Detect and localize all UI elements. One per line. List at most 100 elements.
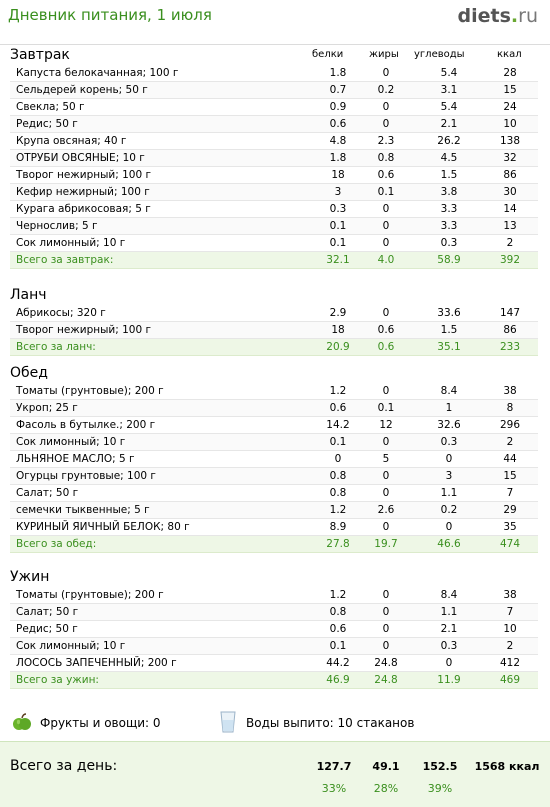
- food-fat: 24.8: [374, 657, 398, 669]
- section-total-row: Всего за ужин: 46.9 24.8 11.9 469: [10, 672, 538, 689]
- site-logo[interactable]: diets.ru: [458, 5, 538, 27]
- food-fat: 0: [382, 436, 390, 448]
- day-total-fat: 49.1: [372, 760, 400, 773]
- food-name: Капуста белокачанная; 100 г: [16, 67, 179, 79]
- food-kcal: 296: [499, 419, 521, 431]
- food-name: Крупа овсяная; 40 г: [16, 135, 127, 147]
- food-row[interactable]: Сок лимонный; 10 г 0.1 0 0.3 2: [10, 638, 538, 655]
- food-name: Редис; 50 г: [16, 118, 78, 130]
- food-row[interactable]: Томаты (грунтовые); 200 г 1.2 0 8.4 38: [10, 587, 538, 604]
- food-row[interactable]: Сок лимонный; 10 г 0.1 0 0.3 2: [10, 434, 538, 451]
- food-row[interactable]: Салат; 50 г 0.8 0 1.1 7: [10, 485, 538, 502]
- food-protein: 0.8: [329, 606, 347, 618]
- food-row[interactable]: Сок лимонный; 10 г 0.1 0 0.3 2: [10, 235, 538, 252]
- column-header-fat: жиры: [369, 49, 399, 60]
- total-protein: 20.9: [326, 341, 350, 353]
- food-name: Кефир нежирный; 100 г: [16, 186, 150, 198]
- total-carbs: 58.9: [437, 254, 461, 266]
- section-title: Обед: [10, 365, 48, 381]
- food-fat: 0: [382, 589, 390, 601]
- food-name: Сельдерей корень; 50 г: [16, 84, 148, 96]
- food-row[interactable]: Томаты (грунтовые); 200 г 1.2 0 8.4 38: [10, 383, 538, 400]
- food-protein: 0.1: [329, 237, 347, 249]
- food-protein: 2.9: [329, 307, 347, 319]
- food-fat: 0: [382, 118, 390, 130]
- page-title: Дневник питания, 1 июля: [8, 6, 212, 24]
- total-protein: 32.1: [326, 254, 350, 266]
- food-row[interactable]: ОТРУБИ ОВСЯНЫЕ; 10 г 1.8 0.8 4.5 32: [10, 150, 538, 167]
- food-row[interactable]: Творог нежирный; 100 г 18 0.6 1.5 86: [10, 322, 538, 339]
- extras-bar: Фрукты и овощи: 0 Воды выпито: 10 стакан…: [0, 707, 550, 741]
- total-protein: 27.8: [326, 538, 350, 550]
- total-name: Всего за ужин:: [16, 674, 99, 686]
- total-kcal: 469: [499, 674, 521, 686]
- section-total-row: Всего за завтрак: 32.1 4.0 58.9 392: [10, 252, 538, 269]
- day-total-fat-percent: 28%: [373, 782, 399, 795]
- food-row[interactable]: ЛЬНЯНОЕ МАСЛО; 5 г 0 5 0 44: [10, 451, 538, 468]
- food-row[interactable]: Творог нежирный; 100 г 18 0.6 1.5 86: [10, 167, 538, 184]
- food-name: Сок лимонный; 10 г: [16, 237, 126, 249]
- food-protein: 1.8: [329, 67, 347, 79]
- total-name: Всего за завтрак:: [16, 254, 114, 266]
- food-protein: 18: [331, 324, 345, 336]
- food-kcal: 8: [506, 402, 514, 414]
- food-row[interactable]: Свекла; 50 г 0.9 0 5.4 24: [10, 99, 538, 116]
- food-name: Сок лимонный; 10 г: [16, 640, 126, 652]
- food-row[interactable]: Курага абрикосовая; 5 г 0.3 0 3.3 14: [10, 201, 538, 218]
- food-row[interactable]: Чернослив; 5 г 0.1 0 3.3 13: [10, 218, 538, 235]
- food-row[interactable]: Капуста белокачанная; 100 г 1.8 0 5.4 28: [10, 65, 538, 82]
- food-kcal: 14: [503, 203, 517, 215]
- column-header-carbs: углеводы: [414, 49, 465, 60]
- section-total-row: Всего за ланч: 20.9 0.6 35.1 233: [10, 339, 538, 356]
- food-row[interactable]: Сельдерей корень; 50 г 0.7 0.2 3.1 15: [10, 82, 538, 99]
- food-fat: 0: [382, 385, 390, 397]
- food-fat: 0: [382, 220, 390, 232]
- food-row[interactable]: семечки тыквенные; 5 г 1.2 2.6 0.2 29: [10, 502, 538, 519]
- food-fat: 2.3: [377, 135, 395, 147]
- food-protein: 14.2: [326, 419, 350, 431]
- food-protein: 0.7: [329, 84, 347, 96]
- food-fat: 0.6: [377, 324, 395, 336]
- food-row[interactable]: Кефир нежирный; 100 г 3 0.1 3.8 30: [10, 184, 538, 201]
- food-name: Творог нежирный; 100 г: [16, 169, 151, 181]
- food-carbs: 2.1: [440, 623, 458, 635]
- food-carbs: 3.8: [440, 186, 458, 198]
- food-name: Фасоль в бутылке.; 200 г: [16, 419, 156, 431]
- food-row[interactable]: Абрикосы; 320 г 2.9 0 33.6 147: [10, 305, 538, 322]
- food-carbs: 8.4: [440, 385, 458, 397]
- food-protein: 0: [334, 453, 342, 465]
- food-protein: 1.2: [329, 504, 347, 516]
- food-row[interactable]: Огурцы грунтовые; 100 г 0.8 0 3 15: [10, 468, 538, 485]
- food-row[interactable]: Крупа овсяная; 40 г 4.8 2.3 26.2 138: [10, 133, 538, 150]
- total-kcal: 392: [499, 254, 521, 266]
- food-row[interactable]: Укроп; 25 г 0.6 0.1 1 8: [10, 400, 538, 417]
- column-header-kcal: ккал: [497, 49, 522, 60]
- food-fat: 0: [382, 640, 390, 652]
- food-name: Салат; 50 г: [16, 606, 79, 618]
- day-total-protein: 127.7: [316, 760, 352, 773]
- food-row[interactable]: КУРИНЫЙ ЯИЧНЫЙ БЕЛОК; 80 г 8.9 0 0 35: [10, 519, 538, 536]
- total-carbs: 11.9: [437, 674, 461, 686]
- logo-dot: .: [510, 5, 519, 27]
- food-kcal: 38: [503, 589, 517, 601]
- food-carbs: 3.3: [440, 203, 458, 215]
- food-row[interactable]: Редис; 50 г 0.6 0 2.1 10: [10, 621, 538, 638]
- food-fat: 0: [382, 101, 390, 113]
- food-carbs: 0.2: [440, 504, 458, 516]
- food-fat: 0: [382, 203, 390, 215]
- food-row[interactable]: Салат; 50 г 0.8 0 1.1 7: [10, 604, 538, 621]
- food-fat: 0: [382, 623, 390, 635]
- food-carbs: 0.3: [440, 436, 458, 448]
- column-header-protein: белки: [312, 49, 344, 60]
- food-kcal: 10: [503, 118, 517, 130]
- food-carbs: 3: [445, 470, 453, 482]
- food-name: ЛЬНЯНОЕ МАСЛО; 5 г: [16, 453, 135, 465]
- total-kcal: 233: [499, 341, 521, 353]
- food-row[interactable]: ЛОСОСЬ ЗАПЕЧЕННЫЙ; 200 г 44.2 24.8 0 412: [10, 655, 538, 672]
- total-fat: 4.0: [377, 254, 395, 266]
- food-row[interactable]: Редис; 50 г 0.6 0 2.1 10: [10, 116, 538, 133]
- food-kcal: 86: [503, 169, 517, 181]
- food-protein: 1.2: [329, 589, 347, 601]
- food-fat: 0: [382, 307, 390, 319]
- food-row[interactable]: Фасоль в бутылке.; 200 г 14.2 12 32.6 296: [10, 417, 538, 434]
